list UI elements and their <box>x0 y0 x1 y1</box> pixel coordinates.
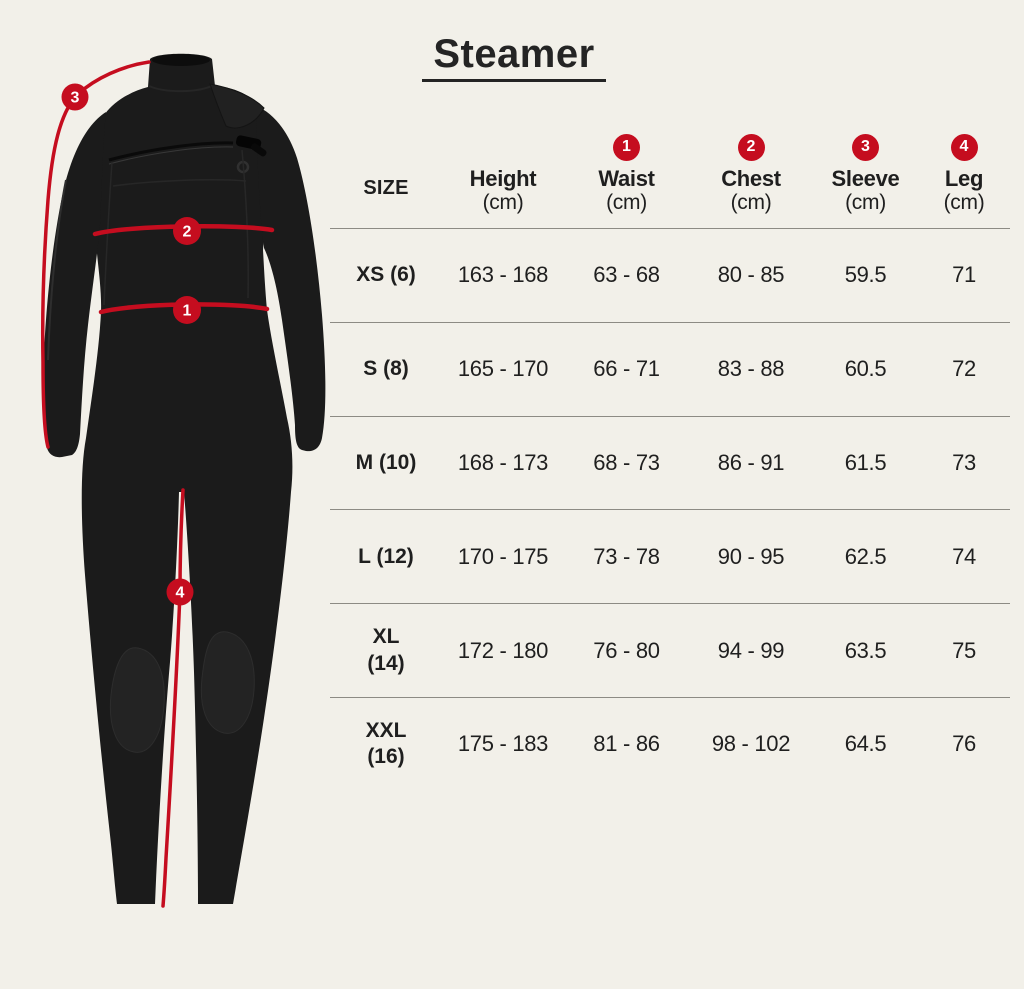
table-row-xl: XL (14) 172 - 180 76 - 80 94 - 99 63.5 7… <box>330 603 1010 697</box>
leg-value: 73 <box>952 449 976 475</box>
sleeve-value: 63.5 <box>844 637 887 663</box>
chest-label: Chest <box>721 165 781 191</box>
wetsuit-measurement-diagram: 3 2 1 4 <box>40 53 326 908</box>
waist-value: 81 - 86 <box>593 731 660 757</box>
sleeve-value: 64.5 <box>844 731 887 757</box>
leg-value: 76 <box>952 731 976 757</box>
size-value: XXL (16) <box>365 719 407 769</box>
chest-unit: (cm) <box>730 191 772 215</box>
sleeve-label: Sleeve <box>831 165 900 191</box>
chest-value: 83 - 88 <box>717 356 785 382</box>
waist-value: 66 - 71 <box>593 356 660 382</box>
collar-seam <box>148 84 215 93</box>
leg-value: 74 <box>952 543 976 569</box>
chest-measure-line <box>92 223 275 237</box>
chest-value: 80 - 85 <box>717 262 785 288</box>
sleeve-number-badge: 3 <box>852 133 879 161</box>
sleeve-column-header: 3 Sleeve (cm) <box>813 108 918 228</box>
height-column-header: Height (cm) <box>442 108 564 228</box>
leg-measure-line <box>161 488 185 908</box>
chest-value: 90 - 95 <box>717 543 785 569</box>
leg-value: 75 <box>952 637 976 663</box>
size-value: XL (14) <box>367 625 405 675</box>
marker-1-number: 1 <box>183 303 192 320</box>
leg-number-badge: 4 <box>950 133 978 161</box>
waist-unit: (cm) <box>606 191 647 215</box>
size-value: S (8) <box>363 357 409 381</box>
chest-zip-line <box>108 141 234 162</box>
leg-unit: (cm) <box>943 191 985 215</box>
height-value: 175 - 183 <box>457 731 549 757</box>
chest-panel-seam <box>112 179 247 187</box>
size-column-header: SIZE <box>363 177 409 199</box>
right-knee-pad <box>200 631 255 734</box>
height-label: Height <box>469 165 537 191</box>
wetsuit-left-arm <box>43 112 106 458</box>
table-row-xxl: XXL (16) 175 - 183 81 - 86 98 - 102 64.5… <box>330 696 1010 791</box>
leg-column-header: 4 Leg (cm) <box>918 108 1010 228</box>
waist-value: 63 - 68 <box>593 262 660 288</box>
zip-slider <box>235 135 262 150</box>
wetsuit-body <box>81 53 293 904</box>
wetsuit-right-arm <box>256 106 326 452</box>
leg-label: Leg <box>944 165 984 191</box>
waist-value: 68 - 73 <box>593 449 660 475</box>
collar-opening <box>152 54 210 66</box>
height-value: 170 - 175 <box>457 543 549 569</box>
waist-measure-line <box>98 302 270 315</box>
table-header-row: SIZE Height (cm) 1 Waist (cm) 2 Chest (c… <box>330 108 1010 228</box>
table-row-xs: XS (6) 163 - 168 63 - 68 80 - 85 59.5 71 <box>330 228 1010 322</box>
size-table: SIZE Height (cm) 1 Waist (cm) 2 Chest (c… <box>330 108 1010 791</box>
chest-value: 86 - 91 <box>717 449 785 475</box>
size-value: M (10) <box>355 450 417 474</box>
height-value: 172 - 180 <box>457 637 549 663</box>
table-row-l: L (12) 170 - 175 73 - 78 90 - 95 62.5 74 <box>330 509 1010 603</box>
sleeve-value: 62.5 <box>844 543 887 569</box>
left-side-seam <box>103 161 113 306</box>
waist-number-badge: 1 <box>613 133 640 161</box>
left-knee-pad <box>109 647 165 753</box>
table-row-m: M (10) 168 - 173 68 - 73 86 - 91 61.5 73 <box>330 415 1010 510</box>
leg-value: 71 <box>952 262 976 288</box>
height-value: 165 - 170 <box>457 356 549 382</box>
table-row-s: S (8) 165 - 170 66 - 71 83 - 88 60.5 72 <box>330 321 1010 416</box>
waist-value: 73 - 78 <box>593 543 660 569</box>
waist-value: 76 - 80 <box>593 637 660 663</box>
marker-2-number: 2 <box>183 224 192 241</box>
height-unit: (cm) <box>482 191 524 215</box>
size-value: L (12) <box>358 544 414 568</box>
zip-shoulder-flap <box>209 83 265 129</box>
title-underline <box>422 79 606 82</box>
chest-number-badge: 2 <box>737 133 765 161</box>
left-arm-highlight <box>47 179 67 361</box>
waist-column-header: 1 Waist (cm) <box>564 108 689 228</box>
marker-3-badge <box>61 83 89 111</box>
size-value: XS (6) <box>356 263 416 287</box>
sleeve-value: 61.5 <box>844 449 887 475</box>
right-side-seam <box>241 149 249 299</box>
chest-value: 98 - 102 <box>711 731 791 757</box>
zip-ring <box>236 160 250 174</box>
waist-label: Waist <box>598 165 655 191</box>
page-title: Steamer <box>433 32 595 76</box>
chest-zip-highlight <box>108 146 234 165</box>
marker-1-badge <box>173 296 201 324</box>
page-title-block: Steamer <box>422 32 606 82</box>
zip-pull-tab <box>250 143 267 157</box>
sleeve-unit: (cm) <box>845 191 886 215</box>
height-value: 163 - 168 <box>457 262 549 288</box>
sleeve-measure-line <box>40 60 151 449</box>
sleeve-value: 59.5 <box>844 262 887 288</box>
marker-4-badge <box>166 578 194 606</box>
marker-2-badge <box>173 217 201 245</box>
chest-value: 94 - 99 <box>717 637 785 663</box>
marker-4-number: 4 <box>176 585 185 602</box>
leg-value: 72 <box>952 356 976 382</box>
height-value: 168 - 173 <box>457 449 549 475</box>
chest-column-header: 2 Chest (cm) <box>689 108 813 228</box>
sleeve-value: 60.5 <box>844 356 887 382</box>
marker-3-number: 3 <box>71 90 80 107</box>
